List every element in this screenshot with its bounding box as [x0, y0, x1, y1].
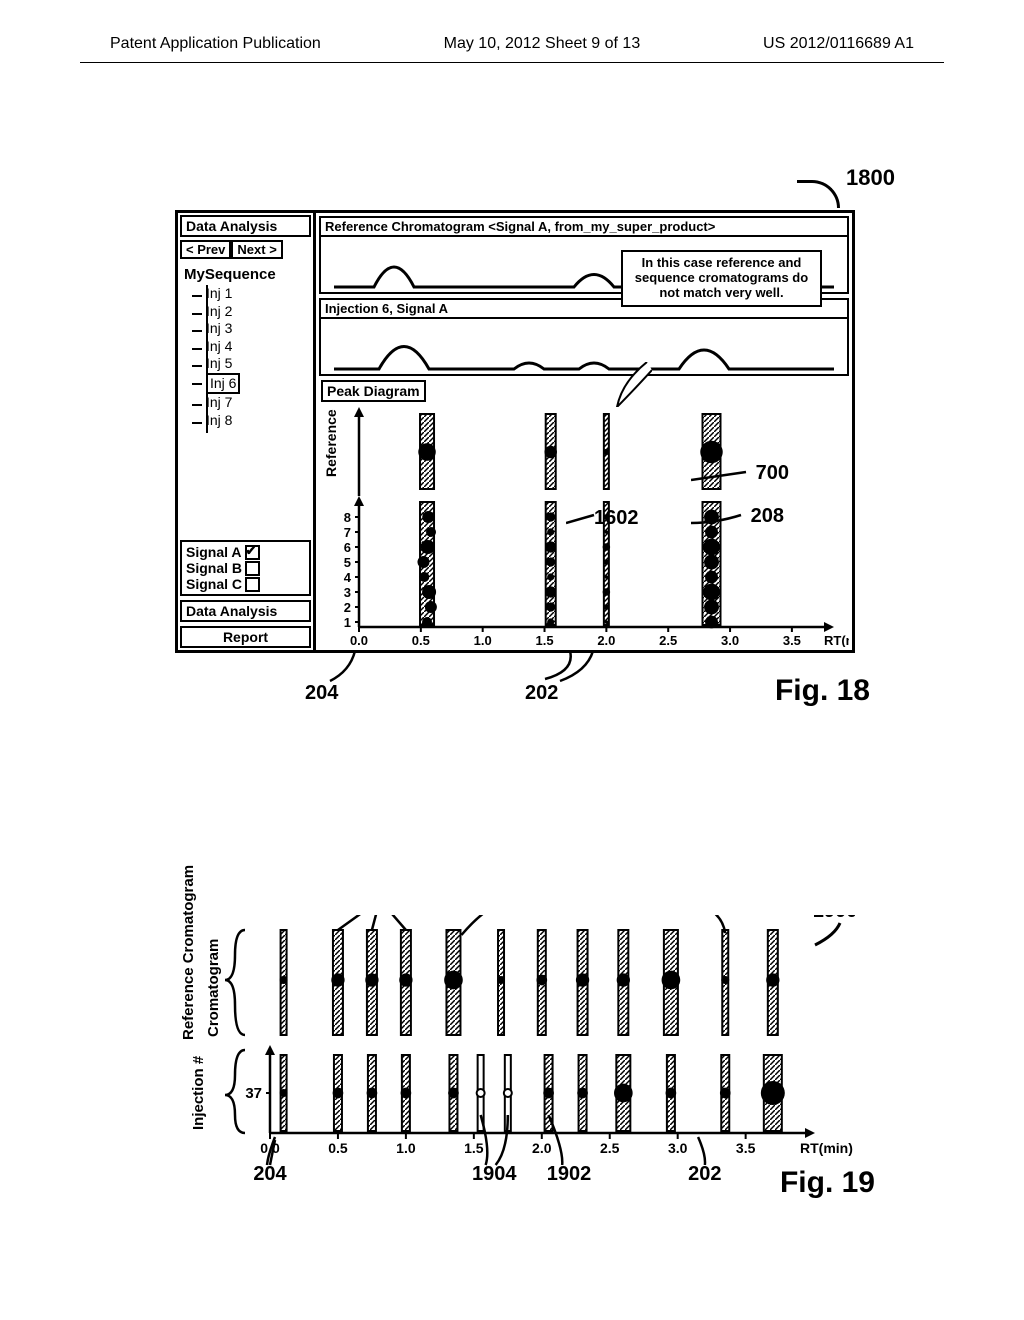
figure-18: 1800 Data Analysis < Prev Next > MySeque…: [175, 210, 855, 653]
figure-19: Reference Cromatogram Cromatogram Inject…: [175, 915, 855, 1165]
svg-text:7: 7: [344, 525, 351, 540]
svg-text:Reference: Reference: [323, 409, 339, 477]
fig19-ref-label: Reference Cromatogram: [180, 865, 197, 1040]
svg-text:✕: ✕: [419, 537, 434, 557]
injection-item[interactable]: Inj 1: [192, 285, 313, 303]
svg-text:1.0: 1.0: [474, 633, 492, 647]
svg-text:6: 6: [344, 540, 351, 555]
svg-text:4: 4: [344, 570, 352, 585]
svg-text:2: 2: [344, 600, 351, 615]
svg-text:2.0: 2.0: [597, 633, 615, 647]
svg-text:1900: 1900: [813, 915, 855, 922]
injection-item[interactable]: Inj 4: [192, 338, 313, 356]
callout-1800-arc: [797, 180, 840, 208]
callout-202: 202: [525, 682, 558, 701]
svg-text:1.5: 1.5: [535, 633, 553, 647]
svg-text:3.5: 3.5: [736, 1140, 756, 1156]
svg-text:2.5: 2.5: [659, 633, 677, 647]
prev-button[interactable]: < Prev: [180, 240, 231, 259]
callout-208: 208: [751, 505, 784, 528]
svg-text:5: 5: [344, 555, 351, 570]
svg-text:RT(min): RT(min): [800, 1140, 853, 1156]
injection-item[interactable]: Inj 8: [192, 412, 313, 430]
fig18-caption: Fig. 18: [775, 674, 870, 708]
svg-text:0.5: 0.5: [412, 633, 430, 647]
svg-text:1.0: 1.0: [396, 1140, 416, 1156]
fig19-caption: Fig. 19: [780, 1166, 875, 1200]
peak-diagram-title: Peak Diagram: [321, 380, 426, 402]
data-analysis-button[interactable]: Data Analysis: [180, 600, 311, 622]
fig18-bottom-callouts: 204 202: [175, 651, 855, 701]
main-panel: Reference Chromatogram <Signal A, from_m…: [316, 213, 852, 650]
svg-text:2.5: 2.5: [600, 1140, 620, 1156]
header-center: May 10, 2012 Sheet 9 of 13: [444, 35, 641, 53]
inj-chrom-plot: [321, 319, 847, 374]
callout-204: 204: [305, 682, 339, 701]
signal-row[interactable]: Signal A: [186, 544, 305, 560]
svg-text:1904: 1904: [472, 1163, 517, 1185]
annotation-bubble: In this case reference and sequence crom…: [621, 250, 822, 307]
next-button[interactable]: Next >: [231, 240, 282, 259]
header-right: US 2012/0116689 A1: [763, 35, 914, 53]
callout-1800: 1800: [846, 165, 895, 191]
data-analysis-header: Data Analysis: [180, 215, 311, 237]
signal-selector: Signal ASignal BSignal C: [180, 540, 311, 596]
injection-item[interactable]: Inj 3: [192, 320, 313, 338]
ref-chrom-title: Reference Chromatogram <Signal A, from_m…: [321, 218, 847, 237]
injection-item[interactable]: Inj 5: [192, 355, 313, 373]
svg-text:3.5: 3.5: [783, 633, 801, 647]
fig19-ref-label2: Cromatogram: [205, 939, 222, 1037]
fig19-inj-label: Injection #: [190, 1056, 207, 1130]
svg-text:0.0: 0.0: [350, 633, 368, 647]
svg-text:1: 1: [344, 615, 351, 630]
svg-text:204: 204: [253, 1163, 287, 1185]
injection-chromatogram: Injection 6, Signal A In this case refer…: [319, 298, 849, 376]
callout-700: 700: [756, 462, 789, 485]
svg-text:3.0: 3.0: [668, 1140, 688, 1156]
header-left: Patent Application Publication: [110, 35, 321, 53]
injection-list: Inj 1Inj 2Inj 3Inj 4Inj 5Inj 6Inj 7Inj 8: [192, 285, 313, 433]
sidebar: Data Analysis < Prev Next > MySequence I…: [178, 213, 316, 650]
fig19-diagram: 370.00.51.01.52.02.53.03.5RT(min)7002081…: [175, 915, 855, 1185]
svg-text:202: 202: [688, 1163, 721, 1185]
svg-text:3: 3: [344, 585, 351, 600]
injection-item[interactable]: Inj 6: [192, 373, 313, 395]
sequence-label: MySequence: [184, 266, 309, 283]
svg-text:2.0: 2.0: [532, 1140, 552, 1156]
header-rule: [80, 62, 944, 63]
peak-diagram: Reference 12345678 0.0 0.5 1.0 1.5 2.0 2.5 3.0 3.…: [319, 402, 849, 647]
signal-row[interactable]: Signal B: [186, 560, 305, 576]
svg-text:3.0: 3.0: [721, 633, 739, 647]
callout-1602: 1602: [594, 507, 639, 530]
svg-text:1902: 1902: [547, 1163, 592, 1185]
signal-row[interactable]: Signal C: [186, 576, 305, 592]
injection-item[interactable]: Inj 2: [192, 303, 313, 321]
svg-text:0.5: 0.5: [328, 1140, 348, 1156]
svg-text:RT(min): RT(min): [824, 633, 849, 647]
svg-text:1.5: 1.5: [464, 1140, 484, 1156]
injection-item[interactable]: Inj 7: [192, 394, 313, 412]
svg-text:37: 37: [245, 1085, 262, 1102]
report-button[interactable]: Report: [180, 626, 311, 648]
svg-text:8: 8: [344, 510, 351, 525]
